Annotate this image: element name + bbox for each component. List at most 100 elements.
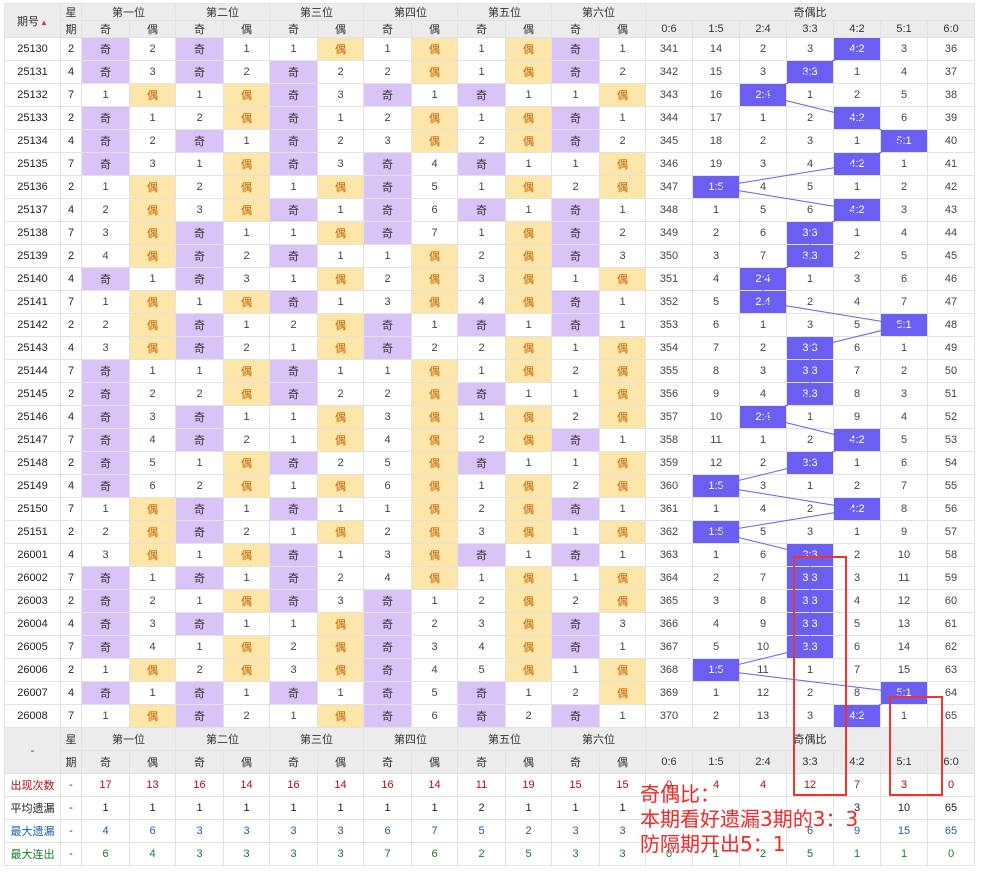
even-hit-cell: 偶	[411, 543, 458, 567]
odd-miss-cell: 3	[457, 267, 506, 291]
ratio-miss-cell: 1	[833, 451, 881, 475]
period-header[interactable]: 期号▲	[4, 3, 61, 38]
odd-hit-cell: 奇	[551, 60, 600, 84]
stat-value: 3	[223, 819, 270, 843]
odd-miss-cell: 1	[81, 658, 130, 682]
even-miss-cell: 1	[317, 106, 364, 130]
even-miss-cell: 1	[223, 681, 270, 705]
odd-miss-cell: 1	[269, 175, 318, 199]
period-cell: 25131	[4, 60, 61, 84]
period-cell: 25144	[4, 359, 61, 383]
even-hit-cell: 偶	[411, 359, 458, 383]
even-miss-cell: 3	[223, 267, 270, 291]
even-hit-cell: 偶	[599, 267, 646, 291]
odd-hit-cell: 奇	[81, 612, 130, 636]
ratio-miss-cell: 2	[692, 566, 740, 590]
ratio-miss-cell: 3	[880, 382, 928, 406]
ratio-miss-cell: 36	[926, 37, 976, 61]
odd-miss-cell: 2	[81, 520, 130, 544]
odd-miss-cell: 1	[457, 106, 506, 130]
period-cell: 26001	[4, 543, 61, 567]
ratio-miss-cell: 1	[880, 336, 928, 360]
stat-value: 1	[599, 796, 646, 820]
period-cell: 26002	[4, 566, 61, 590]
period-cell: 25132	[4, 83, 61, 107]
ratio-miss-cell: 12	[880, 589, 928, 613]
stat-value: 15	[599, 773, 646, 797]
even-hit-cell: 偶	[129, 520, 176, 544]
ratio-miss-cell: 342	[645, 60, 693, 84]
weekday-cell: 2	[60, 520, 82, 544]
even-miss-cell: 2	[599, 129, 646, 153]
odd-miss-cell: 4	[363, 428, 412, 452]
odd-miss-cell: 1	[81, 290, 130, 314]
ratio-miss-cell: 2	[786, 428, 834, 452]
ratio-miss-cell: 356	[645, 382, 693, 406]
even-hit-cell: 偶	[599, 83, 646, 107]
ratio-miss-cell: 6	[880, 267, 928, 291]
odd-hit-cell: 奇	[551, 37, 600, 61]
even-hit-cell: 偶	[223, 106, 270, 130]
stat-value: 7	[833, 773, 881, 797]
even-col-header: 偶	[411, 20, 458, 38]
odd-miss-cell: 1	[175, 359, 224, 383]
ratio-miss-cell: 2	[739, 451, 787, 475]
ratio-miss-cell: 42	[926, 175, 976, 199]
even-hit-cell: 偶	[505, 497, 552, 521]
footer-odd-col-header: 奇	[175, 750, 224, 774]
even-hit-cell: 偶	[317, 221, 364, 245]
ratio-miss-cell: 8	[692, 359, 740, 383]
odd-miss-cell: 1	[81, 83, 130, 107]
even-hit-cell: 偶	[411, 37, 458, 61]
ratio-hit-cell: 5:1	[880, 313, 928, 337]
ratio-hit-cell: 2:4	[739, 83, 787, 107]
ratio-miss-cell: 4	[880, 405, 928, 429]
even-miss-cell: 2	[223, 60, 270, 84]
odd-hit-cell: 奇	[175, 405, 224, 429]
even-miss-cell: 1	[223, 221, 270, 245]
odd-hit-cell: 奇	[81, 37, 130, 61]
odd-miss-cell: 1	[551, 152, 600, 176]
even-hit-cell: 偶	[599, 566, 646, 590]
ratio-miss-cell: 2	[833, 474, 881, 498]
sort-icon[interactable]: ▲	[40, 17, 48, 27]
even-miss-cell: 1	[599, 497, 646, 521]
odd-hit-cell: 奇	[269, 290, 318, 314]
note-title: 奇偶比：	[640, 782, 720, 806]
stat-dash: -	[60, 773, 82, 797]
odd-miss-cell: 3	[363, 405, 412, 429]
stat-value: 1	[175, 796, 224, 820]
even-hit-cell: 偶	[223, 451, 270, 475]
stat-value: 0	[645, 842, 693, 866]
even-hit-cell: 偶	[505, 589, 552, 613]
odd-hit-cell: 奇	[269, 83, 318, 107]
even-miss-cell: 1	[599, 37, 646, 61]
ratio-miss-cell: 347	[645, 175, 693, 199]
odd-col-header: 奇	[457, 20, 506, 38]
stat-value: 2	[457, 796, 506, 820]
even-hit-cell: 偶	[505, 244, 552, 268]
ratio-miss-cell: 1	[692, 497, 740, 521]
period-cell: 26008	[4, 704, 61, 728]
table-row: 25151 2 2 偶奇 2 1 偶 2 偶 3 偶 1 偶 362 1:5 5 3 1 9 57	[4, 520, 976, 544]
ratio-miss-cell: 370	[645, 704, 693, 728]
even-miss-cell: 2	[411, 336, 458, 360]
odd-hit-cell: 奇	[175, 37, 224, 61]
table-row: 26003 2 奇 2 1 偶奇 3 奇 1 2 偶 2 偶 365 3 8 3:3 4 12 60	[4, 589, 976, 613]
stat-value: 65	[926, 819, 976, 843]
ratio-miss-cell: 352	[645, 290, 693, 314]
ratio-miss-cell: 11	[880, 566, 928, 590]
ratio-miss-cell: 53	[926, 428, 976, 452]
weekday-cell: 4	[60, 474, 82, 498]
ratio-miss-cell: 354	[645, 336, 693, 360]
ratio-miss-cell: 8	[833, 382, 881, 406]
ratio-miss-cell: 44	[926, 221, 976, 245]
table-row: 25148 2 奇 5 1 偶奇 2 5 偶奇 1 1 偶 359 12 2 3:3 1 6 54	[4, 451, 976, 475]
note-line-1: 本期看好遗漏3期的3：3	[640, 807, 859, 831]
odd-miss-cell: 2	[363, 106, 412, 130]
ratio-hit-cell: 1:5	[692, 520, 740, 544]
ratio-miss-cell: 350	[645, 244, 693, 268]
even-hit-cell: 偶	[411, 428, 458, 452]
odd-hit-cell: 奇	[269, 106, 318, 130]
even-miss-cell: 1	[599, 543, 646, 567]
